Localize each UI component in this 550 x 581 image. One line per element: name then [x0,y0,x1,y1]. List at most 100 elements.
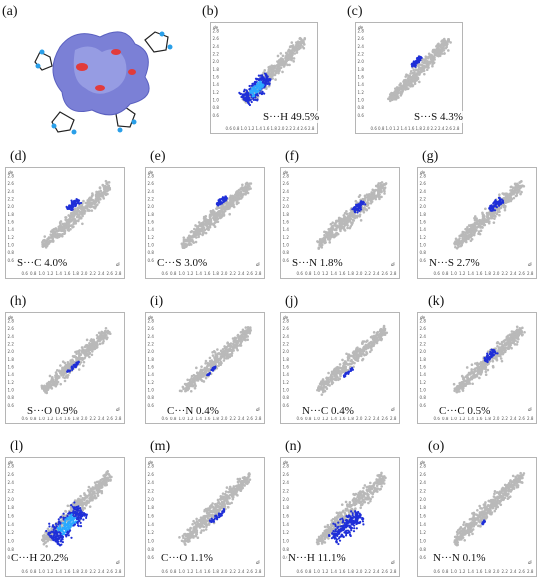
cloud-point [217,351,221,355]
cloud-point [362,210,366,214]
y-tick-label: 1.4 [420,227,427,232]
highlight-point [494,199,497,202]
cloud-point [51,230,55,234]
cloud-point [354,353,358,356]
cloud-point [495,358,499,362]
cloud-point [482,213,485,217]
cloud-point [90,209,94,212]
y-tick-label: 1.8 [213,67,220,72]
cloud-point [316,388,319,392]
caption-j: N···C 0.4% [301,405,355,417]
cloud-point [418,80,421,84]
y-tick-label: 0.8 [148,395,155,400]
highlight-point [250,91,254,94]
highlight-point [254,83,257,86]
fingerprint-svg: dedi2.82.62.42.22.01.81.61.41.21.00.80.6… [213,25,315,131]
cloud-point [231,337,235,340]
cloud-point [81,206,85,210]
cloud-point [47,380,51,384]
cloud-point [228,347,232,350]
highlight-point [499,198,502,201]
cloud-point [190,377,193,380]
x-tick-label: 2.4 [438,126,445,131]
cloud-point [94,197,98,201]
cloud-point [327,234,330,238]
contact-highlight [206,365,217,377]
cloud-point [108,332,112,336]
cloud-point [78,216,82,219]
cloud-point [94,341,98,345]
cloud-point [194,240,198,244]
cloud-point [81,348,85,351]
cloud-point [407,82,410,86]
x-tick-label: 2.2 [365,416,372,421]
cloud-point [379,335,382,339]
highlight-point [361,203,364,206]
hirshfeld-surface-image [34,31,173,135]
cloud-point [244,326,248,329]
x-tick-label: 2.2 [230,416,237,421]
cloud-point [354,199,358,203]
highlight-point [358,209,361,213]
highlight-point [243,93,246,97]
cloud-point [338,227,342,231]
x-tick-label: 1.4 [331,416,338,421]
contact-highlight [238,72,272,107]
y-tick-label: 2.6 [420,326,427,331]
cloud-point [427,60,431,64]
x-tick-label: 2.8 [390,271,397,276]
panel-h: (h) de di 2.8 2.6 2.4 2.2 2.0 1.8 1.6 1.4 1.2 1.0 0.… [0,290,135,430]
x-tick-label: 1.4 [196,416,203,421]
contact-highlight [410,55,423,68]
cloud-point [425,68,429,72]
y-tick-label: 1.2 [283,380,290,385]
cloud-point [51,228,54,232]
cloud-point [58,222,62,225]
cloud-point [190,374,194,378]
highlight-point [494,201,497,204]
contact-highlight [351,200,367,214]
x-tick-label: 0.8 [378,126,385,131]
cloud-point [352,350,356,353]
cloud-point [388,99,392,103]
cloud-point [78,355,81,359]
cloud-point [488,212,492,216]
x-tick-label: 2.0 [81,271,88,276]
highlight-point [217,203,220,206]
cloud-point [187,234,191,238]
cloud-point [186,378,189,382]
cloud-point [358,349,361,353]
highlight-point [208,373,211,376]
x-tick-label: 2.0 [221,271,228,276]
cloud-point [204,231,208,235]
cloud-point [211,361,214,364]
cloud-point [101,341,104,345]
cloud-point [229,352,233,356]
x-tick-label: 1.2 [187,416,194,421]
cloud-point [435,45,438,48]
cloud-point [439,45,443,49]
x-axis-label: di [391,262,396,267]
highlight-point [244,92,247,95]
cloud-point [189,389,193,393]
highlight-point [246,92,249,95]
cloud-point [106,188,110,192]
cloud-point [246,183,250,187]
x-tick-label: 2.6 [247,416,254,421]
cloud-point [276,63,280,67]
highlight-point [499,200,502,203]
cloud-point [273,69,277,73]
panel-k: (k) de di 2.8 2.6 2.4 2.2 2.0 1.8 1.6 1.4 1.2 1.0 0.… [412,290,547,430]
cloud-point [410,77,414,80]
cloud-point [185,384,188,387]
cloud-point [241,331,245,335]
highlight-point [218,200,221,204]
cloud-point [81,350,84,354]
cloud-point [520,190,523,194]
cloud-point [351,360,354,364]
fingerprint-svg: dedi2.82.62.42.22.01.81.61.41.21.00.80.6… [283,315,397,421]
cloud-point [70,219,73,223]
highlight-point [498,202,501,205]
x-tick-label: 1.4 [56,416,63,421]
highlight-point [225,198,228,201]
